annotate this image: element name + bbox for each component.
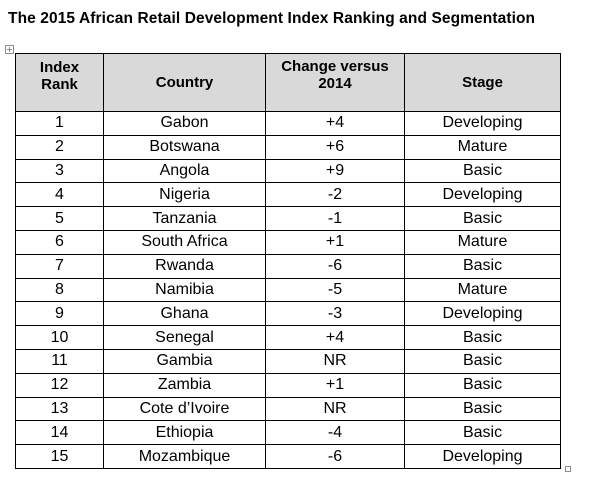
cell-rank: 1 [15,111,104,136]
header-country: Country [103,53,266,112]
table-row: 6 South Africa +1 Mature [15,229,561,255]
table-row: 10 Senegal +4 Basic [15,325,561,350]
cell-stage: Basic [404,372,561,398]
cell-change: -4 [265,420,405,446]
cell-rank: 11 [15,348,104,374]
table-row: 4 Nigeria -2 Developing [15,182,561,208]
cell-country: Zambia [103,372,266,398]
cell-change: -6 [265,253,405,279]
table-row: 11 Gambia NR Basic [15,348,561,374]
header-country-label: Country [155,74,214,91]
table-row: 2 Botswana +6 Mature [15,134,561,160]
cell-rank: 13 [15,396,104,422]
cell-stage: Basic [404,325,561,350]
cell-rank: 10 [15,325,104,350]
header-index-rank: Index Rank [15,53,104,112]
cell-country: Mozambique [103,444,266,469]
cell-change: +6 [265,134,405,160]
cell-country: Nigeria [103,182,266,208]
cell-stage: Mature [404,229,561,255]
cell-rank: 9 [15,301,104,327]
table-move-handle-icon[interactable]: + [5,45,14,54]
table-row: 3 Angola +9 Basic [15,158,561,184]
cell-rank: 3 [15,158,104,184]
cell-change: +9 [265,158,405,184]
cell-country: Botswana [103,134,266,160]
cell-country: Cote d’Ivoire [103,396,266,422]
cell-country: Rwanda [103,253,266,279]
header-change-line1: Change versus [281,58,389,75]
header-stage-label: Stage [462,74,503,91]
table-header-row: Index Rank Country Change versus 2014 St… [15,53,561,112]
cell-rank: 4 [15,182,104,208]
cell-stage: Mature [404,277,561,303]
cell-change: -1 [265,206,405,231]
cell-change: NR [265,348,405,374]
cell-stage: Basic [404,253,561,279]
cell-change: -5 [265,277,405,303]
cell-country: Tanzania [103,206,266,231]
table-row: 1 Gabon +4 Developing [15,111,561,136]
cell-stage: Developing [404,111,561,136]
cell-country: Ethiopia [103,420,266,446]
header-change: Change versus 2014 [265,53,405,112]
cell-stage: Basic [404,420,561,446]
header-stage: Stage [404,53,561,112]
table-row: 7 Rwanda -6 Basic [15,253,561,279]
cell-stage: Developing [404,444,561,469]
document-title: The 2015 African Retail Development Inde… [8,10,536,27]
cell-stage: Developing [404,301,561,327]
cell-country: Gabon [103,111,266,136]
header-index-rank-line2: Rank [41,76,78,93]
cell-change: -2 [265,182,405,208]
cell-stage: Basic [404,206,561,231]
cell-change: -6 [265,444,405,469]
cell-change: +1 [265,372,405,398]
cell-rank: 5 [15,206,104,231]
cell-country: Senegal [103,325,266,350]
ranking-table: Index Rank Country Change versus 2014 St… [15,53,561,469]
cell-rank: 2 [15,134,104,160]
table-row: 9 Ghana -3 Developing [15,301,561,327]
cell-change: NR [265,396,405,422]
table-row: 12 Zambia +1 Basic [15,372,561,398]
table-row: 8 Namibia -5 Mature [15,277,561,303]
cell-country: Gambia [103,348,266,374]
cell-stage: Basic [404,348,561,374]
table-resize-handle-icon[interactable] [565,466,571,472]
cell-change: +1 [265,229,405,255]
table-row: 13 Cote d’Ivoire NR Basic [15,396,561,422]
header-change-line2: 2014 [318,75,352,92]
cell-rank: 6 [15,229,104,255]
cell-change: +4 [265,325,405,350]
cell-country: Namibia [103,277,266,303]
cell-change: -3 [265,301,405,327]
table-row: 5 Tanzania -1 Basic [15,206,561,231]
cell-country: Ghana [103,301,266,327]
cell-rank: 15 [15,444,104,469]
cell-rank: 8 [15,277,104,303]
cell-stage: Developing [404,182,561,208]
cell-country: South Africa [103,229,266,255]
table-row: 14 Ethiopia -4 Basic [15,420,561,446]
table-row: 15 Mozambique -6 Developing [15,444,561,469]
cell-stage: Mature [404,134,561,160]
cell-change: +4 [265,111,405,136]
header-index-rank-line1: Index [39,59,80,76]
cell-rank: 12 [15,372,104,398]
cell-stage: Basic [404,158,561,184]
cell-rank: 7 [15,253,104,279]
cell-stage: Basic [404,396,561,422]
cell-country: Angola [103,158,266,184]
cell-rank: 14 [15,420,104,446]
